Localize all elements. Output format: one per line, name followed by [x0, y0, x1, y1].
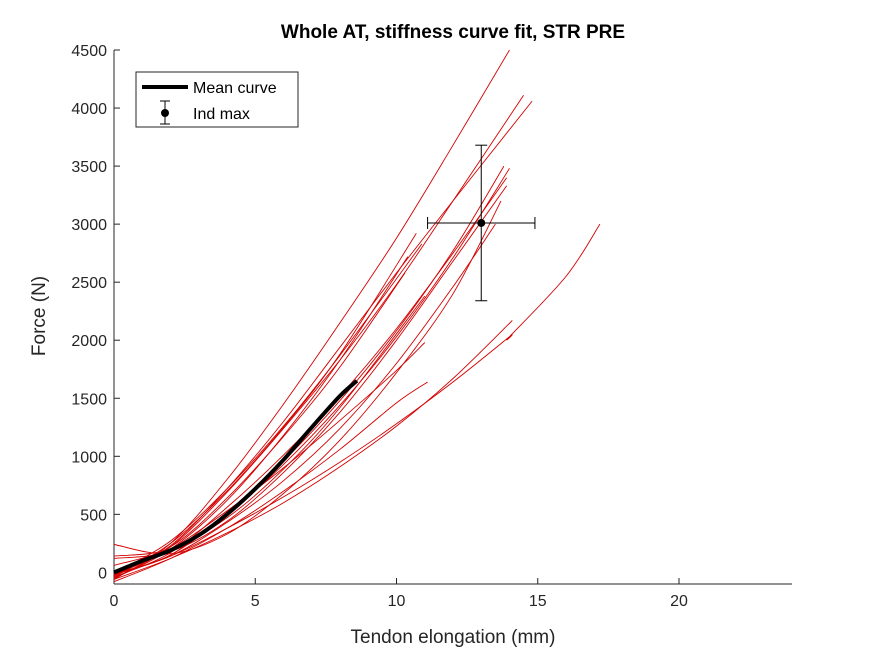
y-tick-label: 1000: [71, 449, 107, 466]
plot-area: 0 5 10 15 20 0 500 1000 1500 2000 2500 3000 3500 4000…: [71, 43, 792, 610]
individual-curve-18: [113, 320, 513, 580]
y-axis-label: Force (N): [29, 276, 50, 356]
y-tick-label: 500: [80, 507, 107, 524]
ind-max-point: [477, 218, 486, 227]
legend-box: [135, 71, 299, 128]
y-tick-label: 2000: [71, 333, 107, 350]
x-axis-label: Tendon elongation (mm): [351, 627, 556, 648]
y-tick-label: 4500: [71, 43, 107, 60]
legend-label-mean: Mean curve: [193, 80, 277, 97]
individual-curve-3: [113, 95, 524, 579]
individual-curve-8: [113, 223, 496, 575]
legend-label-ind-max: Ind max: [193, 106, 250, 123]
legend-errorbar-swatch: [160, 100, 170, 125]
y-tick-label: 3000: [71, 217, 107, 234]
chart-title: Whole AT, stiffness curve fit, STR PRE: [281, 22, 625, 43]
x-tick-label: 20: [670, 593, 688, 610]
x-tick-label: 0: [110, 593, 119, 610]
legend: Mean curve Ind max: [135, 71, 299, 128]
individual-curve-10: [113, 233, 417, 578]
individual-curve-7: [113, 165, 505, 576]
individual-curve-11: [113, 243, 423, 574]
y-tick-label: 2500: [71, 275, 107, 292]
mean-curve: [113, 379, 359, 575]
individual-curve-13: [113, 272, 406, 566]
y-tick-label: 4000: [71, 101, 107, 118]
y-tick-label: 1500: [71, 391, 107, 408]
x-tick-label: 10: [388, 593, 406, 610]
individual-curve-6: [113, 168, 510, 576]
individual-curve-17: [113, 223, 601, 576]
y-tick-label: 0: [98, 565, 107, 582]
x-tick-label: 5: [251, 593, 260, 610]
x-tick-label: 15: [529, 593, 547, 610]
y-tick-label: 3500: [71, 159, 107, 176]
